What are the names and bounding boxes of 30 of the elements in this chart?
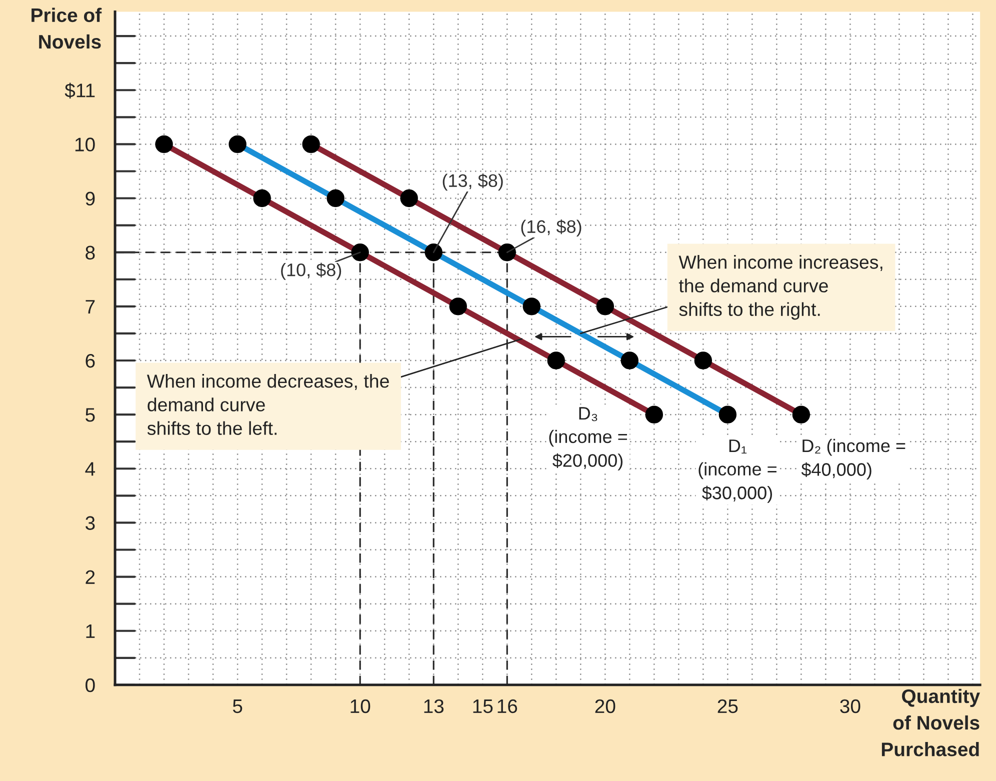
series-label: D₃ (income = $20,000) bbox=[549, 407, 627, 470]
y-tick-label: 6 bbox=[86, 354, 95, 368]
y-tick-label: 4 bbox=[85, 462, 96, 476]
y-axis-title: Price of Novels bbox=[32, 8, 102, 49]
y-tick-label: 10 bbox=[75, 138, 95, 152]
y-tick-label: 1 bbox=[86, 624, 95, 638]
annotation: When income decreases, the demand curve shifts to the left. bbox=[146, 374, 389, 435]
x-tick-label: 5 bbox=[232, 700, 242, 714]
x-tick-label: 16 bbox=[498, 699, 518, 714]
annotation: (13, $8) bbox=[442, 173, 503, 191]
y-tick-label: 7 bbox=[86, 300, 95, 314]
series-label: D₁ (income = $30,000) bbox=[698, 440, 776, 503]
series-label: D₂ (income = $40,000) bbox=[801, 438, 906, 480]
y-tick-label: 2 bbox=[86, 570, 95, 584]
y-tick-label: 0 bbox=[86, 678, 95, 692]
y-tick-label: 5 bbox=[86, 408, 95, 422]
y-tick-label: 8 bbox=[86, 246, 95, 260]
annotation: (16, $8) bbox=[521, 219, 582, 237]
x-tick-label: 25 bbox=[718, 699, 738, 714]
annotation: (10, $8) bbox=[281, 262, 342, 280]
y-tick-label: 3 bbox=[86, 516, 95, 530]
x-tick-label: 15 bbox=[473, 700, 493, 714]
x-tick-label: 20 bbox=[595, 699, 616, 714]
x-tick-label: 30 bbox=[840, 699, 860, 714]
y-tick-label: $11 bbox=[64, 82, 95, 99]
x-tick-label: 10 bbox=[350, 699, 370, 714]
y-tick-label: 9 bbox=[86, 192, 95, 206]
x-tick-label: 13 bbox=[424, 699, 444, 714]
annotation: When income increases, the demand curve shifts to the right. bbox=[678, 255, 882, 320]
x-axis-title: Quantity of Novels Purchased bbox=[882, 688, 980, 756]
